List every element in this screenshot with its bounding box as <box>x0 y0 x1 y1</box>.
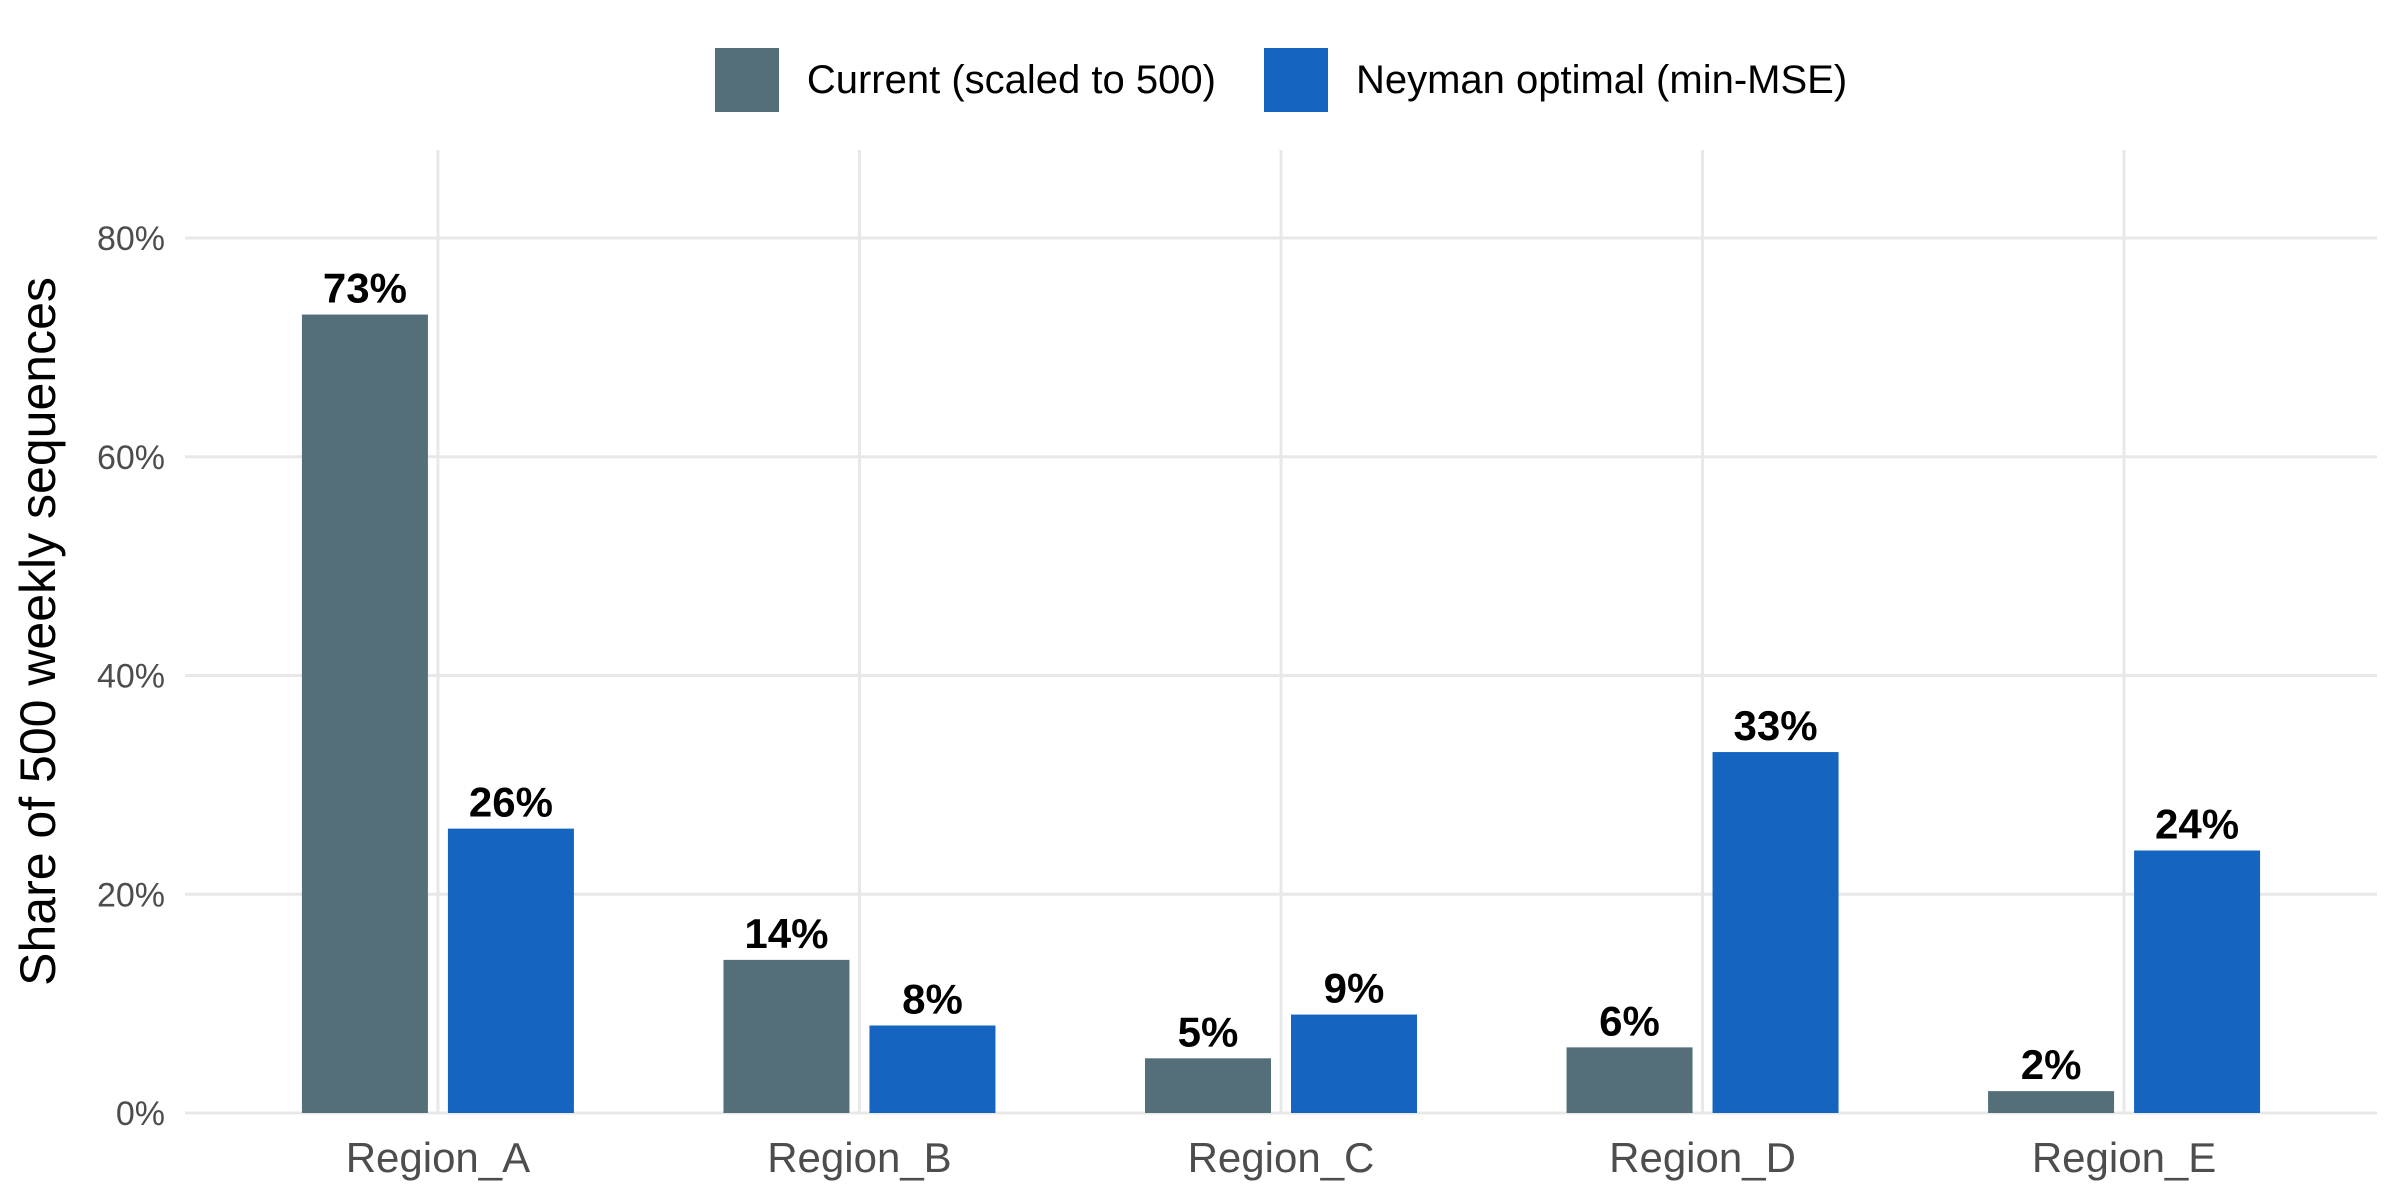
bar-neyman-Region_E <box>2134 850 2261 1113</box>
x-category-label: Region_A <box>346 1134 530 1181</box>
bar-neyman-Region_A <box>447 828 574 1113</box>
legend-swatch-neyman <box>1263 48 1328 112</box>
x-category-label: Region_D <box>1609 1134 1796 1181</box>
bar-current-Region_B <box>723 959 850 1113</box>
bar-value-label: 26% <box>469 779 553 826</box>
bar-value-label: 33% <box>1734 702 1818 749</box>
y-tick-label: 80% <box>97 220 165 258</box>
bar-current-Region_E <box>1988 1091 2115 1113</box>
bar-value-label: 2% <box>2021 1041 2082 1088</box>
y-tick-label: 40% <box>97 658 165 696</box>
bar-current-Region_A <box>301 314 428 1113</box>
legend-label-neyman: Neyman optimal (min-MSE) <box>1355 57 1848 102</box>
x-category-label: Region_B <box>767 1134 951 1181</box>
bar-neyman-Region_C <box>1291 1014 1417 1113</box>
bar-current-Region_C <box>1145 1058 1271 1113</box>
y-axis-title: Share of 500 weekly sequences <box>10 277 66 986</box>
bar-value-labels: 73% 14% 5% 6% 2% 26% 8% 9% 33% 24% <box>323 265 2239 1089</box>
legend-item-neyman: Neyman optimal (min-MSE) <box>1263 48 1848 112</box>
bar-value-label: 24% <box>2155 801 2239 848</box>
y-tick-label: 0% <box>116 1095 165 1133</box>
y-axis-tick-labels: 0% 20% 40% 60% 80% <box>97 220 165 1133</box>
bar-value-label: 14% <box>744 910 828 957</box>
bar-value-label: 73% <box>323 265 407 312</box>
x-axis-category-labels: Region_A Region_B Region_C Region_D Region_E <box>346 1134 2217 1181</box>
legend-swatch-current <box>714 48 779 112</box>
y-tick-label: 20% <box>97 876 165 914</box>
bars <box>301 314 2261 1113</box>
bar-value-label: 6% <box>1599 997 1660 1044</box>
bar-value-label: 9% <box>1324 965 1385 1012</box>
legend-label-current: Current (scaled to 500) <box>806 57 1216 102</box>
bar-neyman-Region_D <box>1712 752 1839 1113</box>
bar-value-label: 5% <box>1178 1008 1239 1055</box>
bar-neyman-Region_B <box>869 1025 996 1113</box>
bar-current-Region_D <box>1566 1047 1693 1113</box>
x-category-label: Region_E <box>2032 1134 2216 1181</box>
legend-item-current: Current (scaled to 500) <box>714 48 1216 112</box>
x-category-label: Region_C <box>1188 1134 1375 1181</box>
chart-legend: Current (scaled to 500) Neyman optimal (… <box>185 48 2377 112</box>
y-tick-label: 60% <box>97 439 165 477</box>
bar-value-label: 8% <box>902 976 963 1023</box>
